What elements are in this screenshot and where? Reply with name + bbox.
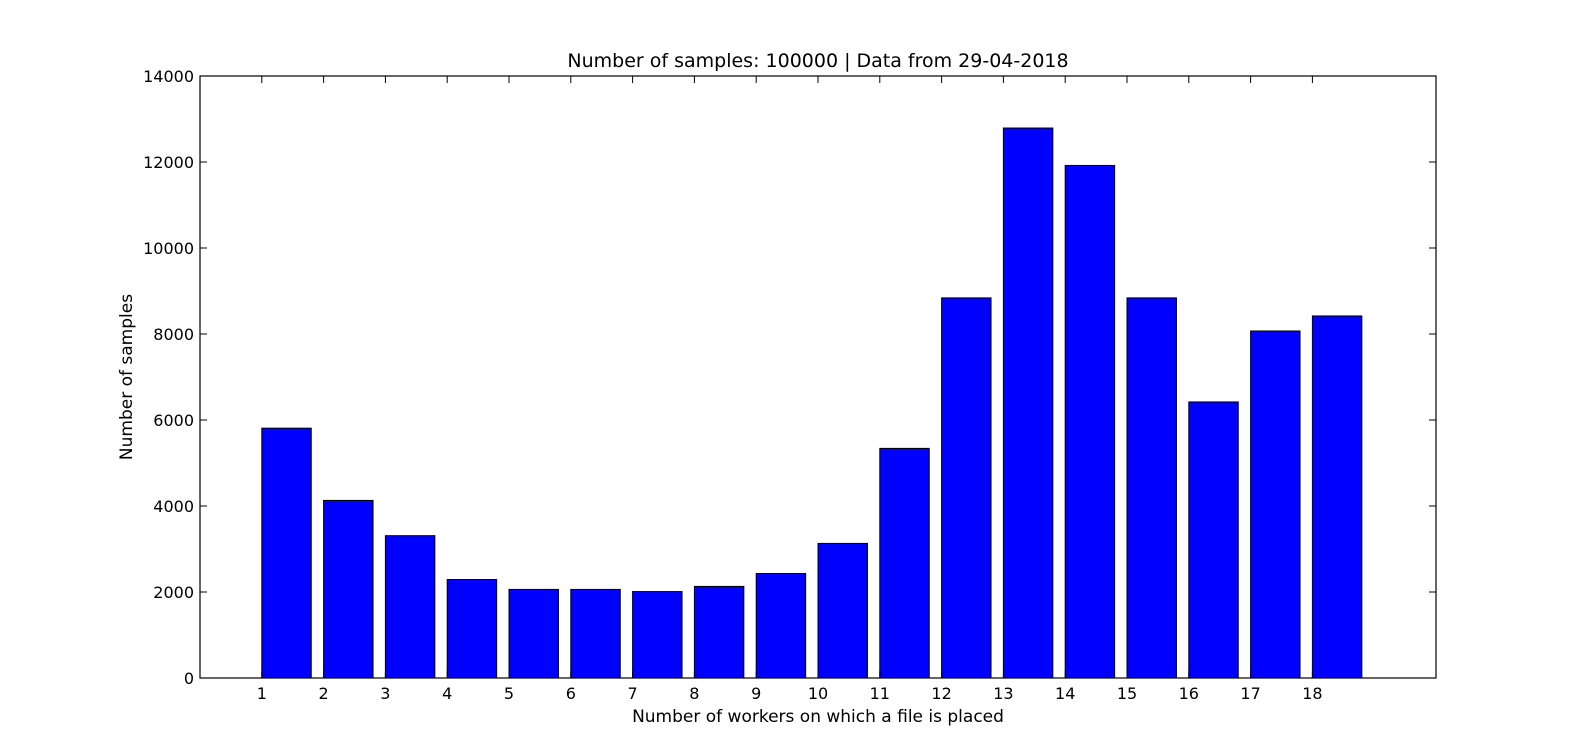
bar-17 [1250, 330, 1301, 679]
y-tick-label-4000: 4000 [153, 497, 194, 516]
y-tick-label-10000: 10000 [143, 239, 194, 258]
bar-4 [446, 579, 498, 679]
bar-10 [817, 542, 868, 679]
x-tick-label-9: 9 [751, 684, 761, 703]
x-tick-label-16: 16 [1179, 684, 1199, 703]
x-tick-label-11: 11 [870, 684, 890, 703]
bar-9 [755, 573, 807, 679]
bar-2 [323, 499, 374, 679]
bar-1 [261, 427, 312, 679]
bar-12 [941, 297, 992, 679]
x-tick-label-7: 7 [628, 684, 638, 703]
x-tick-label-12: 12 [931, 684, 951, 703]
x-tick-label-8: 8 [689, 684, 699, 703]
plot-frame [199, 75, 1437, 679]
y-tick-label-0: 0 [184, 669, 194, 688]
bar-11 [879, 447, 930, 679]
x-tick-label-5: 5 [504, 684, 514, 703]
x-tick-label-18: 18 [1302, 684, 1322, 703]
bars-group [261, 127, 1363, 679]
y-axis-label: Number of samples [117, 294, 137, 460]
y-tick-label-6000: 6000 [153, 411, 194, 430]
bar-13 [1002, 127, 1054, 679]
bar-16 [1188, 401, 1239, 679]
x-tick-label-13: 13 [993, 684, 1013, 703]
y-tick-label-8000: 8000 [153, 325, 194, 344]
x-tick-label-15: 15 [1117, 684, 1137, 703]
bar-5 [508, 588, 559, 679]
y-tick-label-12000: 12000 [143, 153, 194, 172]
y-tick-label-14000: 14000 [143, 67, 194, 86]
bar-6 [570, 588, 621, 679]
bar-8 [693, 585, 745, 679]
x-tick-label-1: 1 [257, 684, 267, 703]
bar-18 [1311, 315, 1363, 679]
x-tick-label-4: 4 [442, 684, 452, 703]
x-tick-label-3: 3 [380, 684, 390, 703]
chart-title: Number of samples: 100000 | Data from 29… [567, 50, 1068, 72]
bar-15 [1126, 297, 1177, 679]
ticks-group: 1 2 3 4 5 6 7 8 9 10 11 12 13 14 15 16 17 180200040006000… [143, 67, 1436, 703]
bar-3 [384, 535, 436, 679]
y-tick-label-2000: 2000 [153, 583, 194, 602]
x-tick-label-14: 14 [1055, 684, 1075, 703]
bar-7 [632, 591, 683, 679]
x-tick-label-6: 6 [566, 684, 576, 703]
x-tick-label-2: 2 [319, 684, 329, 703]
x-tick-label-17: 17 [1240, 684, 1260, 703]
bar-14 [1064, 164, 1116, 679]
x-tick-label-10: 10 [808, 684, 828, 703]
x-axis-label: Number of workers on which a file is pla… [632, 707, 1004, 727]
